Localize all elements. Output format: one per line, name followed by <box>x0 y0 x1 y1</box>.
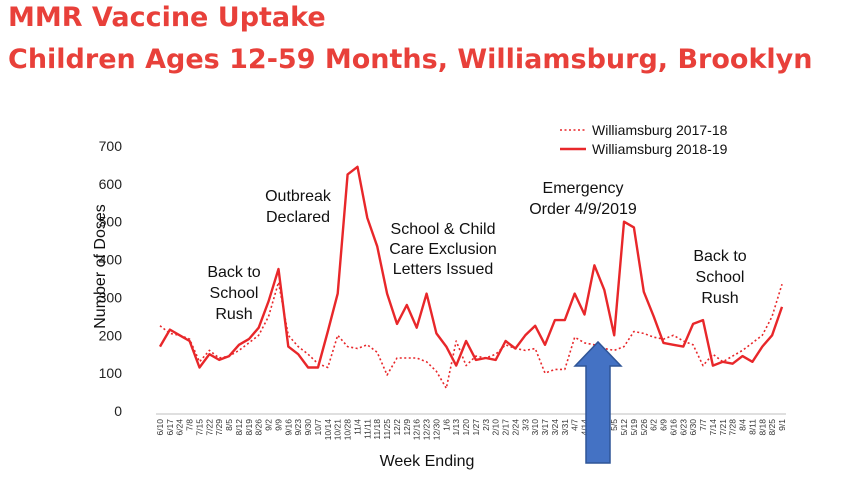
chart-subtitle: Children Ages 12-59 Months, Williamsburg… <box>8 44 813 75</box>
annotation-exclusion-letters: School & Child Care Exclusion Letters Issu… <box>389 221 497 278</box>
y-tick-label: 400 <box>99 252 123 268</box>
y-tick-label: 300 <box>99 289 123 305</box>
x-tick-label: 8/18 <box>757 419 767 436</box>
y-tick-label: 700 <box>99 138 123 154</box>
x-tick-label: 11/25 <box>382 419 392 440</box>
arrow-marker <box>573 340 623 464</box>
x-tick-label: 9/30 <box>303 419 313 436</box>
x-tick-label: 8/26 <box>254 419 264 436</box>
x-tick-label: 4/7 <box>570 419 580 431</box>
x-tick-label: 6/2 <box>649 419 659 431</box>
x-tick-label: 12/23 <box>422 419 432 441</box>
legend-label: Williamsburg 2017-18 <box>592 122 728 138</box>
series-line-2018-19 <box>158 165 784 369</box>
legend-label: Williamsburg 2018-19 <box>592 141 728 157</box>
x-tick-label: 2/24 <box>510 419 520 436</box>
x-tick-label: 5/12 <box>619 419 629 436</box>
x-tick-label: 6/9 <box>659 419 669 431</box>
x-tick-label: 12/30 <box>431 419 441 441</box>
x-tick-label: 3/24 <box>550 419 560 436</box>
x-tick-label: 2/10 <box>491 419 501 436</box>
x-tick-label: 12/9 <box>402 419 412 436</box>
x-tick-label: 9/16 <box>283 419 293 436</box>
x-tick-label: 7/28 <box>728 419 738 436</box>
x-tick-label: 9/2 <box>264 419 274 431</box>
x-tick-label: 1/20 <box>461 419 471 436</box>
x-axis: 6/10 6/17 6/24 7/8 7/15 7/22 7/29 8/5 8/12 8/19 8/… <box>155 413 787 470</box>
series-group <box>158 165 784 390</box>
x-tick-label: 4/14 <box>580 419 590 436</box>
x-tick-label: 9/1 <box>777 419 787 431</box>
chart-title: MMR Vaccine Uptake <box>8 2 326 33</box>
x-tick-label: 1/13 <box>451 419 461 436</box>
y-tick-label: 500 <box>99 214 123 230</box>
x-tick-label: 8/19 <box>244 419 254 436</box>
y-tick-label: 0 <box>114 403 122 419</box>
x-tick-label: 7/14 <box>708 419 718 436</box>
x-tick-label: 3/10 <box>530 419 540 436</box>
x-tick-label: 5/26 <box>639 419 649 436</box>
x-tick-label: 8/25 <box>767 419 777 436</box>
x-tick-label: 6/16 <box>668 419 678 436</box>
legend: Williamsburg 2017-18 Williamsburg 2018-19 <box>560 122 728 157</box>
x-tick-label: 6/30 <box>688 419 698 436</box>
x-tick-label: 11/18 <box>372 419 382 440</box>
x-tick-label: 9/23 <box>293 419 303 436</box>
x-tick-label: 7/8 <box>185 419 195 431</box>
x-tick-label: 7/21 <box>718 419 728 436</box>
x-tick-label: 8/12 <box>234 419 244 436</box>
x-tick-label: 7/7 <box>698 419 708 431</box>
x-tick-label: 6/24 <box>175 419 185 436</box>
x-tick-label: 7/22 <box>204 419 214 436</box>
x-tick-label: 3/3 <box>520 419 530 431</box>
x-tick-label: 10/28 <box>343 419 353 441</box>
x-tick-label: 12/16 <box>412 419 422 441</box>
x-tick-label: 2/3 <box>481 419 491 431</box>
x-axis-label: Week Ending <box>380 453 475 470</box>
x-tick-label: 2/17 <box>501 419 511 436</box>
x-tick-label: 5/5 <box>609 419 619 431</box>
x-tick-label: 8/4 <box>738 419 748 431</box>
x-tick-label: 7/29 <box>214 419 224 436</box>
x-tick-label: 1/27 <box>471 419 481 436</box>
x-tick-label: 6/10 <box>155 419 165 436</box>
x-tick-label: 3/31 <box>560 419 570 436</box>
x-tick-label: 3/17 <box>540 419 550 436</box>
x-tick-label: 5/19 <box>629 419 639 436</box>
x-tick-label: 11/4 <box>352 419 362 435</box>
y-axis: 0 100 200 300 400 500 600 700 Number of Doses <box>92 138 122 419</box>
emergency-arrow-icon <box>573 340 623 464</box>
x-tick-label: 12/2 <box>392 419 402 436</box>
x-tick-label: 8/11 <box>747 419 757 435</box>
x-tick-label: 10/14 <box>323 419 333 441</box>
y-tick-label: 600 <box>99 176 123 192</box>
annotation-outbreak-declared: Outbreak Declared <box>265 188 332 226</box>
x-tick-label: 7/15 <box>194 419 204 436</box>
x-tick-label: 8/5 <box>224 419 234 431</box>
x-tick-label: 6/17 <box>165 419 175 436</box>
y-axis-label: Number of Doses <box>92 204 109 329</box>
x-tick-label: 11/11 <box>362 419 372 439</box>
annotation-back-to-school-1: Back to School Rush <box>207 264 260 323</box>
x-tick-label: 6/23 <box>678 419 688 436</box>
x-tick-label: 1/6 <box>441 419 451 431</box>
x-tick-label: 10/7 <box>313 419 323 436</box>
y-tick-label: 100 <box>99 365 123 381</box>
x-tick-label: 10/21 <box>333 419 343 441</box>
y-tick-label: 200 <box>99 327 123 343</box>
annotation-back-to-school-2: Back to School Rush <box>693 248 746 307</box>
x-tick-label: 9/9 <box>273 419 283 431</box>
annotation-emergency-order: Emergency Order 4/9/2019 <box>529 180 637 218</box>
